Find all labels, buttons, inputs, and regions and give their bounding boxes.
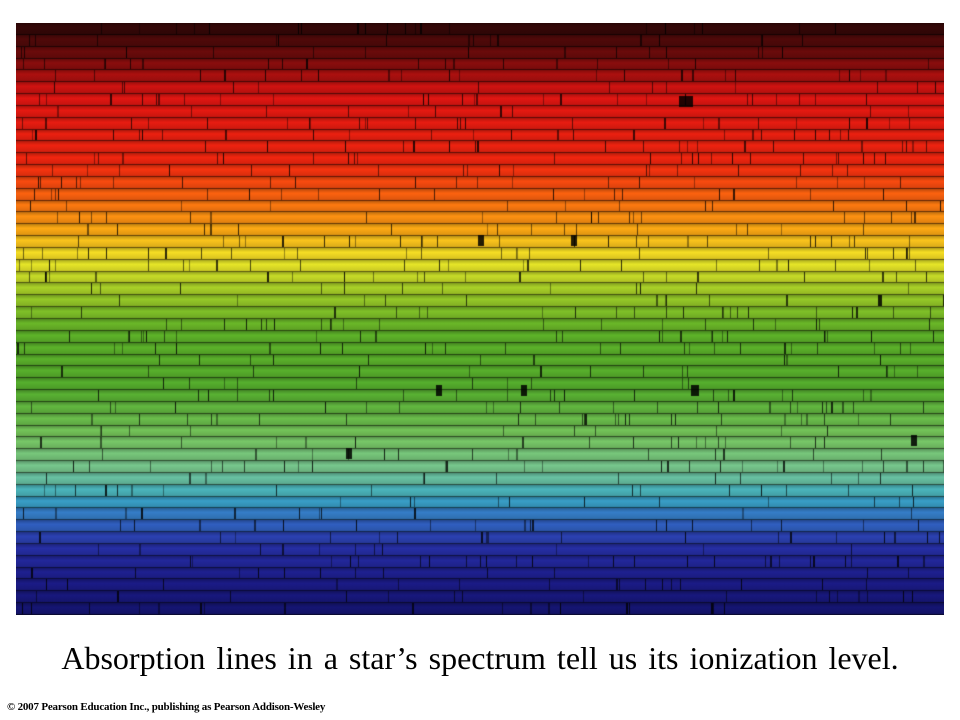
slide-caption: Absorption lines in a star’s spectrum te… (61, 640, 899, 676)
solar-spectrum-image (16, 23, 944, 615)
copyright-notice: © 2007 Pearson Education Inc., publishin… (7, 701, 326, 713)
